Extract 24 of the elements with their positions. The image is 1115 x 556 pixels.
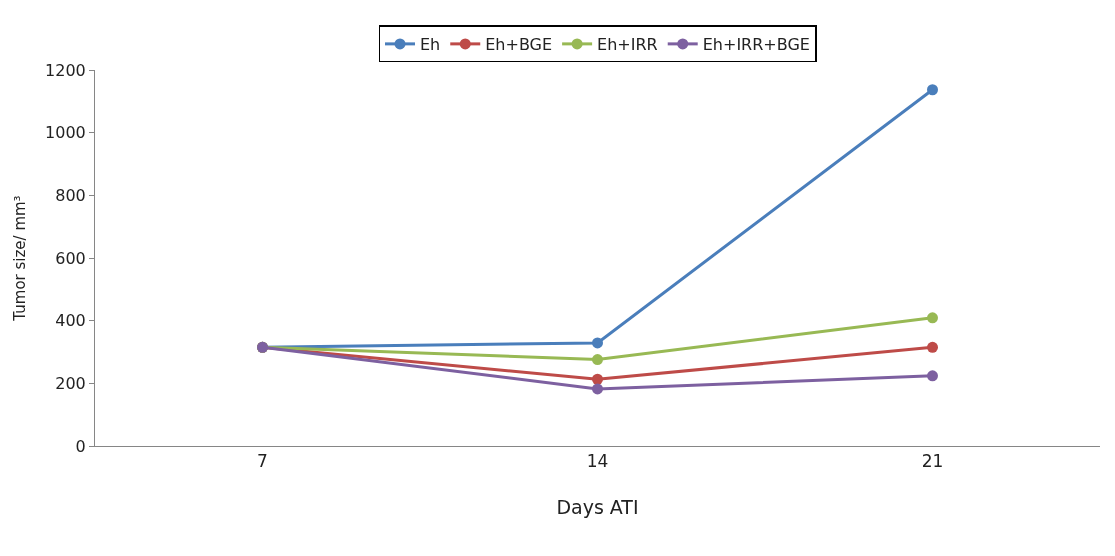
legend-label: Eh+IRR+BGE bbox=[702, 35, 810, 55]
y-tick-label: 600 bbox=[55, 248, 86, 268]
y-tick-label: 1000 bbox=[45, 123, 86, 143]
x-tick-label: 7 bbox=[257, 451, 268, 472]
point bbox=[592, 383, 603, 395]
legend-label: Eh+IRR bbox=[597, 35, 658, 55]
y-tick-label: 0 bbox=[75, 436, 86, 456]
point bbox=[927, 341, 938, 353]
point bbox=[927, 84, 938, 96]
point bbox=[592, 373, 603, 385]
y-axis-title: Tumor size/ mm³ bbox=[11, 195, 30, 322]
legend-label: Eh bbox=[420, 35, 441, 55]
y-tick-label: 800 bbox=[55, 185, 86, 205]
y-tick-label: 200 bbox=[55, 373, 86, 393]
x-tick-label: 21 bbox=[921, 451, 944, 472]
x-tick-label: 14 bbox=[586, 451, 609, 472]
point bbox=[592, 354, 603, 366]
point bbox=[592, 337, 603, 349]
x-axis-title: Days ATI bbox=[556, 496, 639, 519]
y-tick-label: 1200 bbox=[45, 60, 86, 80]
legend-label: Eh+BGE bbox=[485, 35, 553, 55]
point bbox=[927, 370, 938, 382]
point bbox=[927, 312, 938, 324]
y-tick-label: 400 bbox=[55, 311, 86, 331]
